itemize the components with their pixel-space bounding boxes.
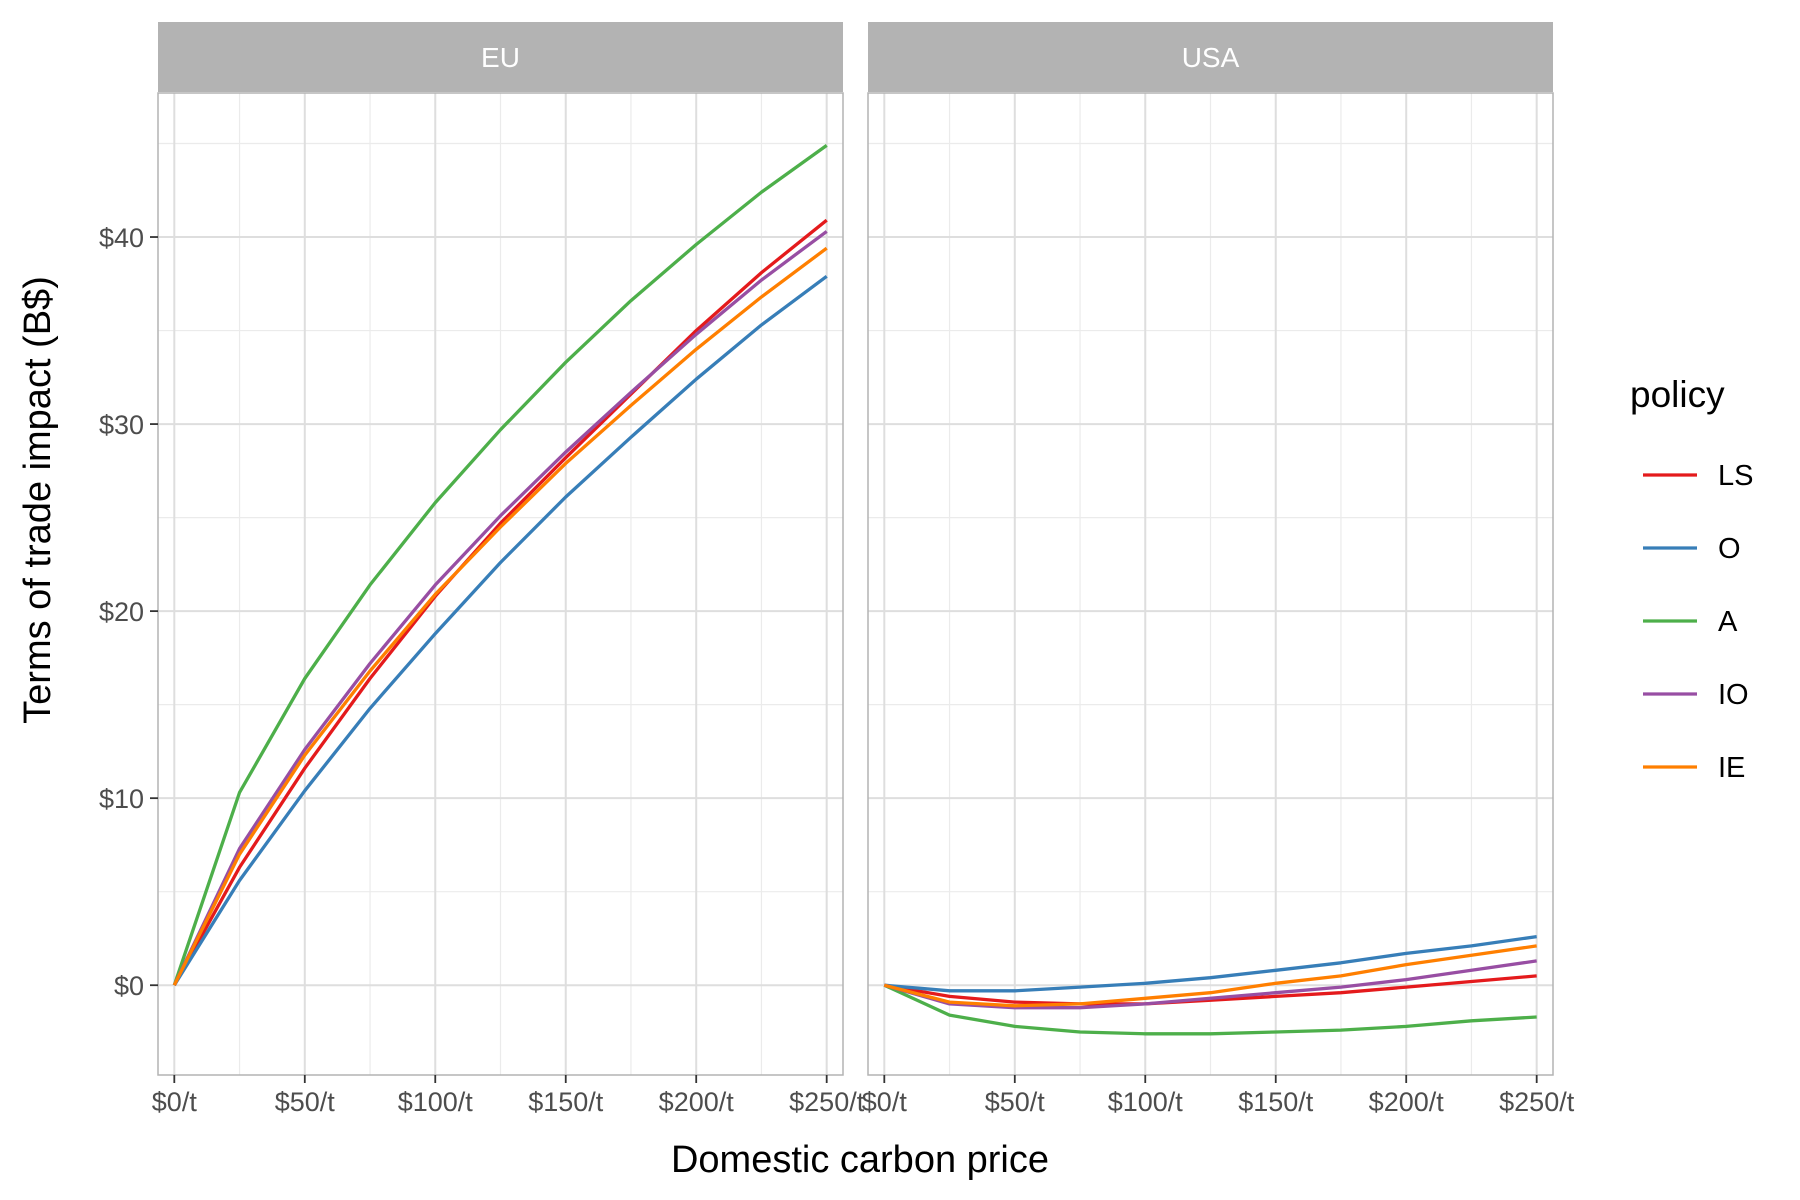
x-tick-label: $250/t <box>789 1087 865 1117</box>
legend-item-o: O <box>1643 533 1741 565</box>
y-tick-label: $0 <box>114 971 144 1001</box>
y-tick-label: $30 <box>99 410 144 440</box>
x-tick-label: $100/t <box>398 1087 474 1117</box>
legend-items: LS O A IO IE <box>1643 460 1753 784</box>
y-tick-label: $20 <box>99 597 144 627</box>
x-axis: $0/t $50/t $100/t $150/t $200/t $250/t$0/t $50… <box>152 1075 1575 1117</box>
series-line-a <box>172 144 828 986</box>
panel-border <box>157 92 844 1076</box>
legend-label-ie: IE <box>1718 752 1745 784</box>
legend-item-ie: IE <box>1643 752 1745 784</box>
x-tick-label: $250/t <box>1499 1087 1575 1117</box>
x-tick-label: $50/t <box>985 1087 1046 1117</box>
panels: EU USA <box>157 22 1554 1076</box>
legend-item-a: A <box>1643 606 1738 638</box>
legend-title: policy <box>1630 374 1725 415</box>
x-tick-label: $100/t <box>1108 1087 1184 1117</box>
y-tick-label: $10 <box>99 784 144 814</box>
legend-label-a: A <box>1718 606 1738 638</box>
strip-label: EU <box>481 42 520 73</box>
legend-label-o: O <box>1718 533 1741 565</box>
x-tick-label: $0/t <box>862 1087 908 1117</box>
series-line-io <box>172 230 828 986</box>
series-line-a <box>883 983 1537 1036</box>
legend-item-ls: LS <box>1643 460 1753 492</box>
panel-eu: EU <box>157 22 844 1076</box>
series-line-ie <box>172 246 828 986</box>
series-line-ls <box>884 974 1537 1006</box>
y-tick-label: $40 <box>99 223 144 253</box>
x-tick-label: $0/t <box>152 1087 198 1117</box>
series-line-o <box>884 934 1537 993</box>
series-line-o <box>172 274 828 987</box>
strip-background <box>868 22 1553 92</box>
y-axis-title: Terms of trade impact (B$) <box>17 276 59 724</box>
legend-item-io: IO <box>1643 679 1749 711</box>
series-line-io <box>883 959 1537 1010</box>
legend-label-io: IO <box>1718 679 1749 711</box>
x-tick-label: $200/t <box>659 1087 735 1117</box>
x-axis-title: Domestic carbon price <box>671 1139 1049 1181</box>
x-tick-label: $150/t <box>1238 1087 1314 1117</box>
strip-background <box>158 22 843 92</box>
panel-border <box>867 92 1554 1076</box>
series-line-ie <box>883 944 1537 1008</box>
strip-label: USA <box>1182 42 1240 73</box>
series-line-ls <box>172 218 828 986</box>
panel-usa: USA <box>867 22 1554 1076</box>
legend-label-ls: LS <box>1718 460 1753 492</box>
x-tick-label: $150/t <box>528 1087 604 1117</box>
x-tick-label: $50/t <box>275 1087 336 1117</box>
legend: policy LS O A IO IE <box>1630 374 1753 784</box>
x-tick-label: $200/t <box>1369 1087 1445 1117</box>
y-axis: $0 $10 $20 $30 $40 <box>99 223 158 1001</box>
